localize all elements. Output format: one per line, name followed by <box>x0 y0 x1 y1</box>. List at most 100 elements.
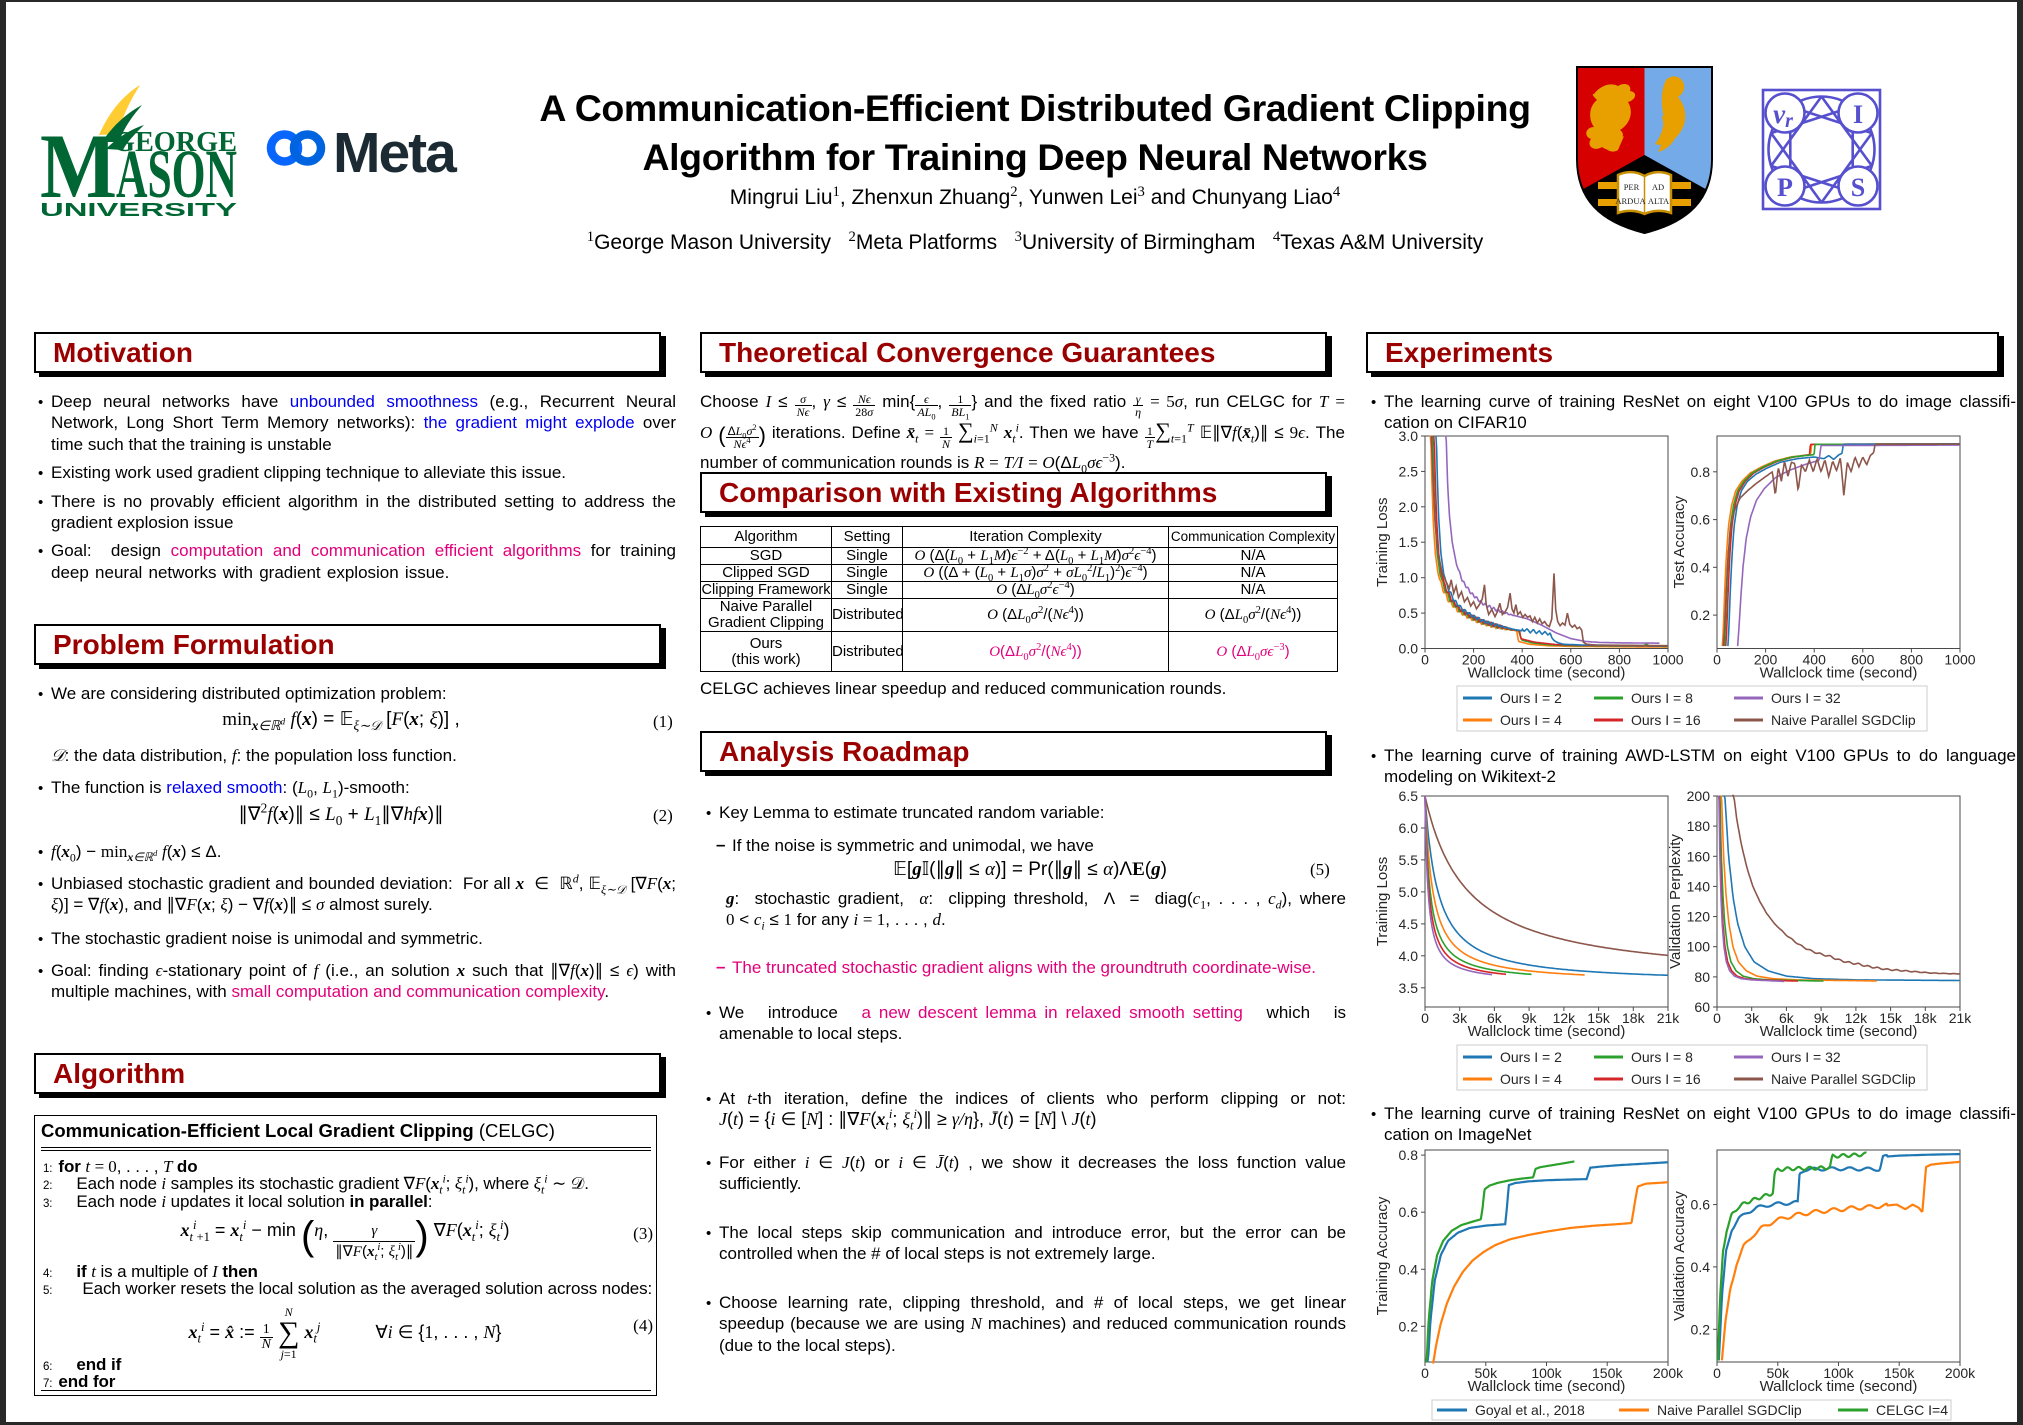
svg-text:15k: 15k <box>1587 1010 1611 1026</box>
svg-text:0: 0 <box>1713 1010 1721 1026</box>
svg-text:200: 200 <box>1687 789 1711 804</box>
svg-text:4.0: 4.0 <box>1399 948 1419 964</box>
svg-text:1000: 1000 <box>1652 652 1683 668</box>
svg-text:Validation Perplexity: Validation Perplexity <box>1667 834 1684 969</box>
svg-text:0.4: 0.4 <box>1691 559 1711 575</box>
svg-text:3.0: 3.0 <box>1399 428 1419 444</box>
svg-text:5.5: 5.5 <box>1399 852 1419 868</box>
svg-text:150k: 150k <box>1592 1365 1623 1381</box>
svg-text:0: 0 <box>1421 652 1429 668</box>
svg-text:Ours I = 2: Ours I = 2 <box>1500 690 1562 706</box>
svg-text:21k: 21k <box>1949 1010 1973 1026</box>
svg-text:Ours I = 8: Ours I = 8 <box>1631 1049 1693 1065</box>
svg-text:Ours I = 32: Ours I = 32 <box>1771 690 1841 706</box>
svg-text:Naive Parallel SGDClip: Naive Parallel SGDClip <box>1771 1071 1916 1087</box>
svg-text:ARDUA: ARDUA <box>1615 196 1646 206</box>
svg-text:2.0: 2.0 <box>1399 499 1419 515</box>
svg-text:200k: 200k <box>1945 1365 1976 1381</box>
svg-text:Validation Accuracy: Validation Accuracy <box>1671 1191 1688 1321</box>
svg-text:6k: 6k <box>1487 1010 1503 1026</box>
svg-text:5.0: 5.0 <box>1399 884 1419 900</box>
svg-text:Test Accuracy: Test Accuracy <box>1671 495 1688 588</box>
svg-text:Meta: Meta <box>333 121 458 180</box>
svg-text:12k: 12k <box>1553 1010 1577 1026</box>
svg-text:Training Loss: Training Loss <box>1374 857 1391 947</box>
svg-text:0.6: 0.6 <box>1691 512 1711 528</box>
svg-text:200k: 200k <box>1653 1365 1684 1381</box>
svg-text:100k: 100k <box>1823 1365 1854 1381</box>
svg-text:GEORGE: GEORGE <box>113 127 237 158</box>
svg-text:I: I <box>1853 100 1863 129</box>
svg-text:50k: 50k <box>1767 1365 1791 1381</box>
svg-text:Training Accuracy: Training Accuracy <box>1374 1196 1391 1315</box>
svg-text:0.2: 0.2 <box>1691 1321 1711 1337</box>
svg-text:1.0: 1.0 <box>1399 570 1419 586</box>
svg-text:UNIVERSITY: UNIVERSITY <box>40 200 237 220</box>
svg-text:0.5: 0.5 <box>1399 605 1419 621</box>
svg-text:AD: AD <box>1652 182 1664 192</box>
svg-text:0: 0 <box>1713 652 1721 668</box>
svg-text:100: 100 <box>1687 939 1711 955</box>
svg-text:Naive Parallel SGDClip: Naive Parallel SGDClip <box>1771 712 1916 728</box>
svg-text:0: 0 <box>1713 1365 1721 1381</box>
svg-text:0.8: 0.8 <box>1691 464 1711 480</box>
svg-text:600: 600 <box>1559 652 1583 668</box>
svg-text:0.8: 0.8 <box>1399 1147 1419 1163</box>
svg-text:120: 120 <box>1687 909 1711 925</box>
svg-text:0: 0 <box>1421 1010 1429 1026</box>
svg-text:Wallclock time (second): Wallclock time (second) <box>1760 1023 1918 1040</box>
svg-text:0.4: 0.4 <box>1399 1261 1419 1277</box>
svg-text:Wallclock time (second): Wallclock time (second) <box>1760 1378 1918 1395</box>
svg-text:150k: 150k <box>1884 1365 1915 1381</box>
svg-text:Wallclock time (second): Wallclock time (second) <box>1468 1023 1626 1040</box>
svg-text:1.5: 1.5 <box>1399 534 1419 550</box>
svg-text:50k: 50k <box>1475 1365 1499 1381</box>
svg-text:3k: 3k <box>1452 1010 1468 1026</box>
svg-text:0.2: 0.2 <box>1399 1318 1419 1334</box>
svg-text:800: 800 <box>1900 652 1924 668</box>
svg-text:12k: 12k <box>1845 1010 1869 1026</box>
svg-text:Naive Parallel SGDClip: Naive Parallel SGDClip <box>1657 1402 1802 1418</box>
svg-text:0.4: 0.4 <box>1691 1259 1711 1275</box>
svg-text:0.2: 0.2 <box>1691 607 1711 623</box>
svg-text:0: 0 <box>1421 1365 1429 1381</box>
svg-text:18k: 18k <box>1622 1010 1646 1026</box>
svg-text:6.0: 6.0 <box>1399 820 1419 836</box>
svg-text:Ours I = 16: Ours I = 16 <box>1631 1071 1701 1087</box>
svg-text:60: 60 <box>1694 999 1710 1015</box>
svg-text:18k: 18k <box>1914 1010 1938 1026</box>
svg-text:Wallclock time (second): Wallclock time (second) <box>1468 1378 1626 1395</box>
svg-text:Ours I = 32: Ours I = 32 <box>1771 1049 1841 1065</box>
svg-text:0.6: 0.6 <box>1691 1197 1711 1213</box>
svg-text:0.0: 0.0 <box>1399 641 1419 657</box>
svg-text:6k: 6k <box>1779 1010 1795 1026</box>
svg-text:1000: 1000 <box>1944 652 1975 668</box>
svg-text:ALTA: ALTA <box>1648 196 1670 206</box>
svg-text:Ours I = 8: Ours I = 8 <box>1631 690 1693 706</box>
svg-text:9k: 9k <box>1522 1010 1538 1026</box>
svg-text:140: 140 <box>1687 878 1711 894</box>
svg-text:160: 160 <box>1687 848 1711 864</box>
svg-text:180: 180 <box>1687 818 1711 834</box>
svg-text:100k: 100k <box>1531 1365 1562 1381</box>
svg-text:15k: 15k <box>1879 1010 1903 1026</box>
svg-text:21k: 21k <box>1657 1010 1681 1026</box>
svg-text:800: 800 <box>1608 652 1632 668</box>
svg-text:4.5: 4.5 <box>1399 916 1419 932</box>
svg-text:PER: PER <box>1624 182 1640 192</box>
svg-text:400: 400 <box>1803 652 1827 668</box>
svg-text:Training Loss: Training Loss <box>1374 497 1391 587</box>
svg-text:CELGC I=4: CELGC I=4 <box>1876 1402 1948 1418</box>
svg-text:P: P <box>1777 173 1793 202</box>
svg-text:400: 400 <box>1511 652 1535 668</box>
svg-text:ASON: ASON <box>116 136 237 212</box>
svg-text:Wallclock time (second): Wallclock time (second) <box>1760 665 1918 682</box>
svg-text:Wallclock time (second): Wallclock time (second) <box>1468 665 1626 682</box>
svg-text:80: 80 <box>1694 969 1710 985</box>
svg-text:Ours I = 2: Ours I = 2 <box>1500 1049 1562 1065</box>
svg-text:6.5: 6.5 <box>1399 789 1419 804</box>
svg-text:200: 200 <box>1462 652 1486 668</box>
svg-text:S: S <box>1851 173 1865 202</box>
svg-text:Ours I = 4: Ours I = 4 <box>1500 712 1562 728</box>
svg-text:0.6: 0.6 <box>1399 1204 1419 1220</box>
